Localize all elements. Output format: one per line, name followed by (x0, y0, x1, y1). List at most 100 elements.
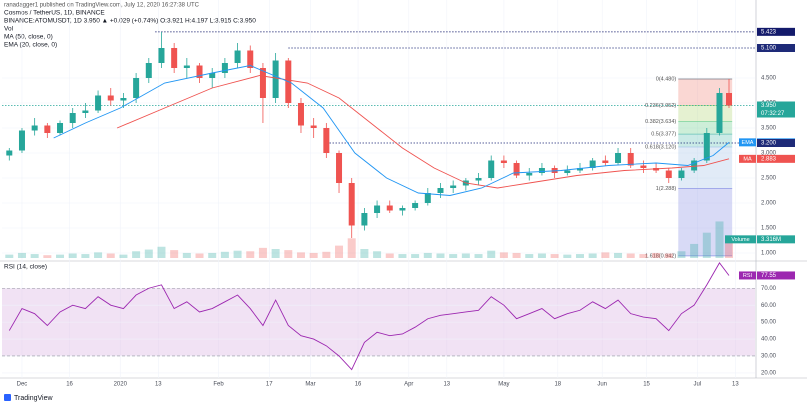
axis-value: 3.200 (761, 141, 777, 147)
volume-bar (170, 250, 179, 258)
volume-bar (715, 221, 724, 258)
fib-label: 0.382(3.634) (645, 119, 676, 125)
candle-body (703, 133, 710, 161)
indicator-legend: EMA (20, close, 0) (4, 42, 57, 49)
candle-body (500, 160, 507, 163)
candle-body (145, 63, 152, 78)
x-tick-label: 18 (554, 382, 561, 388)
axis-tag (739, 154, 756, 163)
volume-bar (132, 251, 141, 258)
x-tick-label: Dec (17, 382, 28, 388)
candle-body (538, 168, 545, 173)
axis-value-box (757, 139, 795, 147)
volume-bar (68, 253, 77, 258)
axis-tag-name: RSI (743, 273, 753, 279)
candle-body (348, 183, 355, 226)
volume-bar (296, 252, 305, 258)
volume-bar (360, 249, 369, 258)
candle-body (133, 78, 140, 98)
candle-body (615, 153, 622, 163)
y-tick-label: 1.500 (761, 226, 777, 232)
candle-body (665, 170, 672, 178)
volume-bar (233, 250, 242, 258)
candle-body (424, 193, 431, 203)
countdown: 07:32:27 (761, 111, 785, 117)
rsi-line (8, 262, 730, 371)
candle-body (399, 208, 406, 211)
axis-tag (739, 271, 756, 280)
candle-body (627, 153, 634, 166)
volume-bar (182, 252, 191, 258)
x-tick-label: 13 (443, 382, 450, 388)
axis-tag (725, 235, 756, 244)
axis-value-box (757, 235, 795, 244)
volume-bar (258, 247, 267, 258)
candle-body (259, 68, 266, 98)
volume-bar (144, 249, 153, 258)
brand: TradingView (14, 395, 53, 402)
candle-body (221, 63, 228, 73)
volume-bar (43, 255, 52, 258)
x-tick-label: Mar (305, 382, 315, 388)
volume-bar (614, 252, 623, 258)
axis-value-box (757, 44, 795, 52)
volume-bar (411, 254, 420, 258)
axis-value-box (757, 154, 795, 163)
volume-bar (487, 250, 496, 258)
candle-body (589, 160, 596, 168)
axis-value-box (757, 27, 795, 36)
volume-bar (423, 252, 432, 258)
volume-bar (271, 249, 280, 258)
axis-value: 2.883 (761, 156, 777, 162)
x-tick-label: Jun (597, 382, 607, 388)
volume-bar (335, 245, 344, 258)
axis-value: 3.950 (761, 103, 777, 109)
y-tick-label: 2.000 (761, 201, 777, 207)
indicator-legend: MA (50, close, 0) (4, 34, 53, 41)
axis-value: 5.423 (761, 29, 777, 35)
candle-body (57, 123, 64, 133)
x-tick-label: May (498, 382, 509, 388)
volume-bar (725, 239, 734, 258)
candle-body (386, 205, 393, 211)
fib-zone (678, 121, 733, 135)
x-tick-label: 13 (732, 382, 739, 388)
volume-bar (652, 252, 661, 258)
fib-label: 0.5(3.377) (651, 132, 676, 138)
candle-body (691, 160, 698, 171)
volume-bar (220, 251, 229, 258)
volume-bar (195, 253, 204, 258)
volume-bar (563, 254, 572, 258)
candle-body (310, 125, 317, 128)
candle-body (564, 170, 571, 173)
candle-body (171, 48, 178, 68)
y-tick-label: 20.00 (761, 370, 777, 376)
volume-bar (347, 238, 356, 258)
fib-label: 0(4.480) (656, 76, 677, 82)
volume-bar (588, 253, 597, 258)
quote: BINANCE:ATOMUSDT, 1D 3.950 ▲ +0.029 (+0.… (4, 18, 256, 25)
volume-bar (664, 253, 673, 258)
axis-tag-name: MA (743, 156, 752, 162)
candle-body (247, 50, 254, 68)
candle-body (18, 130, 25, 151)
axis-value-box (757, 271, 795, 280)
y-tick-label: 60.00 (761, 303, 777, 309)
candle-body (31, 125, 38, 131)
candle-body (107, 95, 114, 101)
volume-bar (246, 251, 255, 258)
y-tick-label: 1.000 (761, 251, 777, 257)
x-tick-label: Feb (213, 382, 224, 388)
volume-bar (17, 252, 26, 258)
fib-label: 1.618(0.942) (645, 253, 676, 259)
fib-zone (678, 105, 733, 122)
volume-bar (373, 251, 382, 258)
candle-body (576, 168, 583, 171)
volume-bar (56, 254, 65, 258)
axis-value-box (757, 101, 795, 110)
volume-bar (575, 254, 584, 258)
volume-bar (322, 251, 331, 258)
candle-body (323, 128, 330, 153)
x-tick-label: 16 (355, 382, 362, 388)
